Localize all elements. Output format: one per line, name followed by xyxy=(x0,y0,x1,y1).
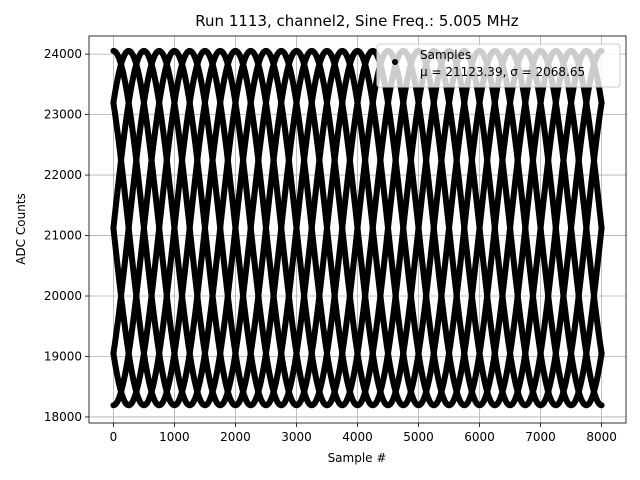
legend: Samples μ = 21123.39, σ = 2068.65 xyxy=(376,43,621,88)
data-points xyxy=(110,47,605,409)
y-tick-label: 22000 xyxy=(44,168,82,182)
x-tick-label: 3000 xyxy=(281,430,312,444)
series-samples xyxy=(110,47,605,409)
y-tick-label: 18000 xyxy=(44,410,82,424)
x-tick-label: 0 xyxy=(110,430,118,444)
y-axis-label: ADC Counts xyxy=(14,193,28,265)
x-axis-label: Sample # xyxy=(328,451,387,465)
x-tick-label: 5000 xyxy=(403,430,434,444)
chart-title: Run 1113, channel2, Sine Freq.: 5.005 MH… xyxy=(195,12,519,30)
legend-box xyxy=(376,43,621,88)
y-tick-label: 24000 xyxy=(44,47,82,61)
x-tick-label: 8000 xyxy=(586,430,617,444)
y-tick-label: 21000 xyxy=(44,229,82,243)
sample-trace xyxy=(110,47,605,409)
sample-trace xyxy=(110,47,605,409)
x-tick-label: 4000 xyxy=(342,430,373,444)
x-axis: 0 1000 2000 3000 4000 5000 6000 7000 8000 xyxy=(110,423,617,444)
y-tick-label: 23000 xyxy=(44,108,82,122)
x-tick-label: 6000 xyxy=(464,430,495,444)
y-axis: 18000 19000 20000 21000 22000 23000 24000 xyxy=(44,47,89,424)
legend-stats: μ = 21123.39, σ = 2068.65 xyxy=(420,65,585,79)
sample-trace xyxy=(110,47,605,409)
x-tick-label: 1000 xyxy=(159,430,190,444)
legend-marker xyxy=(392,59,398,65)
y-tick-label: 19000 xyxy=(44,349,82,363)
sample-trace xyxy=(110,47,605,409)
y-tick-label: 20000 xyxy=(44,289,82,303)
x-tick-label: 2000 xyxy=(220,430,251,444)
x-tick-label: 7000 xyxy=(525,430,556,444)
sample-trace xyxy=(110,47,605,409)
legend-label: Samples xyxy=(420,48,471,62)
